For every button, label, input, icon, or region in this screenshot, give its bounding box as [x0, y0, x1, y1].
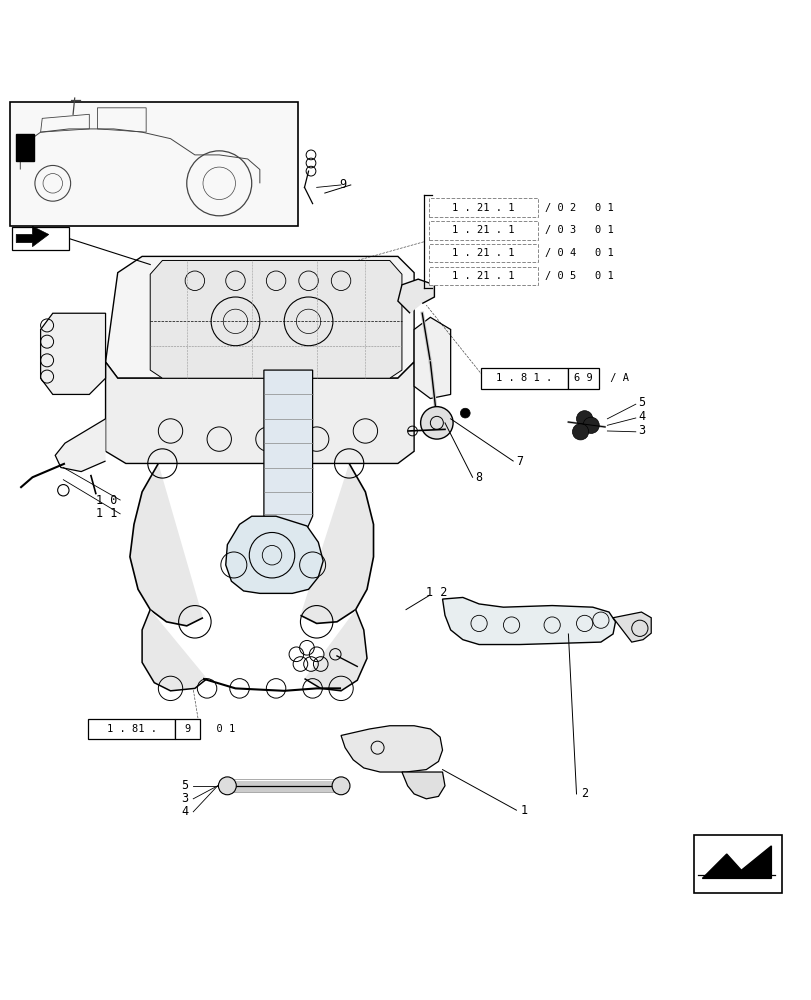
Text: 1: 1: [520, 804, 526, 817]
Text: 9: 9: [339, 178, 345, 191]
Bar: [175, 719, 200, 739]
Polygon shape: [397, 279, 434, 313]
Polygon shape: [341, 726, 442, 772]
Bar: [428, 221, 538, 240]
Polygon shape: [225, 516, 323, 593]
Bar: [88, 719, 175, 739]
Text: / 0 4   0 1: / 0 4 0 1: [544, 248, 613, 258]
Polygon shape: [300, 463, 373, 623]
Circle shape: [218, 777, 236, 795]
Bar: [693, 835, 781, 893]
Text: 3: 3: [182, 792, 188, 805]
Text: 3: 3: [637, 424, 644, 437]
Circle shape: [572, 424, 588, 440]
Text: / 0 5   0 1: / 0 5 0 1: [544, 271, 613, 281]
Polygon shape: [442, 597, 615, 645]
Text: / A: / A: [603, 373, 629, 383]
Text: 1 . 8 1 .: 1 . 8 1 .: [496, 373, 552, 383]
Bar: [428, 244, 538, 262]
Polygon shape: [612, 612, 650, 642]
Text: 2: 2: [581, 787, 587, 800]
Polygon shape: [41, 313, 105, 394]
Circle shape: [582, 417, 599, 433]
Text: 7: 7: [516, 455, 522, 468]
Bar: [10, 102, 298, 226]
Polygon shape: [414, 317, 450, 398]
Text: 1 . 21 . 1: 1 . 21 . 1: [452, 225, 514, 235]
Text: 1 2: 1 2: [426, 586, 447, 599]
Text: 1 1: 1 1: [97, 507, 118, 520]
Polygon shape: [401, 772, 444, 799]
Circle shape: [420, 407, 453, 439]
Polygon shape: [150, 260, 401, 378]
Polygon shape: [55, 419, 105, 472]
Text: 5: 5: [637, 396, 644, 409]
Polygon shape: [105, 256, 414, 378]
Polygon shape: [702, 846, 770, 878]
Text: 0 1: 0 1: [204, 724, 234, 734]
Polygon shape: [264, 370, 312, 532]
Text: 1 . 21 . 1: 1 . 21 . 1: [452, 271, 514, 281]
Text: 1 . 81 .: 1 . 81 .: [106, 724, 157, 734]
Text: 6 9: 6 9: [573, 373, 593, 383]
Bar: [480, 368, 568, 389]
Bar: [16, 134, 34, 161]
Text: 8: 8: [475, 471, 482, 484]
Text: / 0 3   0 1: / 0 3 0 1: [544, 225, 613, 235]
Polygon shape: [105, 362, 414, 463]
Text: 1 . 21 . 1: 1 . 21 . 1: [452, 248, 514, 258]
Text: 5: 5: [182, 779, 188, 792]
Polygon shape: [142, 610, 207, 691]
Bar: [568, 368, 599, 389]
Text: 4: 4: [182, 805, 188, 818]
Polygon shape: [16, 226, 49, 247]
Circle shape: [460, 408, 470, 418]
Polygon shape: [130, 463, 203, 626]
Text: 4: 4: [637, 410, 644, 423]
Circle shape: [576, 411, 592, 427]
Circle shape: [332, 777, 350, 795]
Text: 1 0: 1 0: [97, 493, 118, 506]
Text: / 0 2   0 1: / 0 2 0 1: [544, 203, 613, 213]
Bar: [12, 227, 69, 250]
Text: 9: 9: [184, 724, 191, 734]
Text: 1 . 21 . 1: 1 . 21 . 1: [452, 203, 514, 213]
Bar: [428, 198, 538, 217]
Polygon shape: [304, 610, 367, 691]
Bar: [428, 267, 538, 285]
